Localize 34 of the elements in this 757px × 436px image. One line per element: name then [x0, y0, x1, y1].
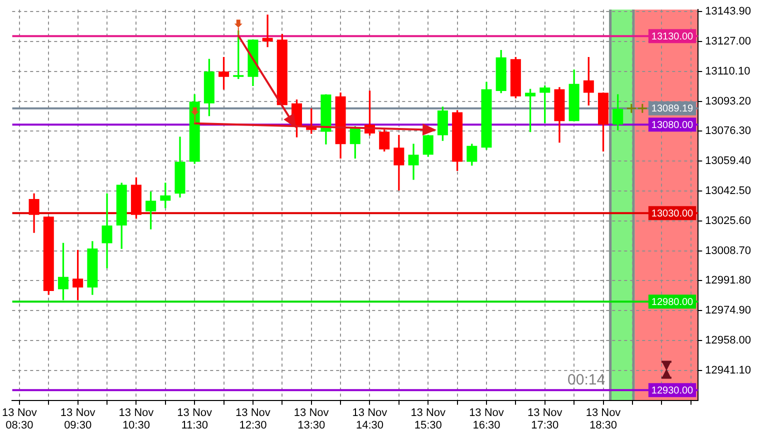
y-tick-label: 13059.40	[705, 155, 752, 168]
x-tick-label: 13 Nov 14:30	[352, 407, 388, 432]
x-tick-label: 13 Nov 16:30	[469, 407, 504, 432]
candlestick	[262, 14, 273, 48]
y-tick-label: 13076.30	[705, 125, 752, 138]
y-tick-label: 12958.00	[705, 334, 752, 347]
x-tick-label: 13 Nov 08:30	[2, 407, 38, 432]
ref-line-label: 13089.19	[651, 104, 694, 115]
x-tick-label: 13 Nov 10:30	[118, 407, 154, 432]
candlestick	[102, 193, 112, 268]
y-tick-label: 13042.50	[705, 185, 752, 198]
y-tick-label: 13110.10	[705, 65, 750, 78]
ref-line-label: 13080.00	[651, 120, 694, 131]
y-tick-label: 13093.20	[705, 95, 752, 108]
y-tick-label: 12991.80	[705, 274, 752, 287]
y-tick-label: 12974.90	[705, 304, 752, 317]
x-tick-label: 13 Nov 09:30	[60, 407, 96, 432]
x-tick-label: 13 Nov 11:30	[177, 407, 213, 432]
y-tick-label: 13025.60	[705, 214, 752, 227]
y-tick-label: 12941.10	[705, 364, 752, 376]
candlestick	[189, 94, 200, 164]
x-tick-label: 13 Nov 18:30	[586, 407, 622, 432]
y-tick-label: 13008.70	[705, 244, 752, 257]
y-tick-label: 13143.90	[705, 6, 752, 18]
x-tick-label: 13 Nov 13:30	[294, 407, 330, 432]
x-tick-label: 13 Nov 15:30	[410, 407, 446, 432]
y-tick-label: 13127.00	[705, 35, 752, 48]
ref-line-label: 13030.00	[651, 208, 694, 220]
x-tick-label: 13 Nov 12:30	[236, 407, 271, 432]
x-tick-label: 13 Nov 17:30	[527, 407, 563, 432]
ref-line-label: 13130.00	[651, 31, 694, 42]
ref-line-label: 12980.00	[651, 296, 694, 308]
ref-line-label: 12930.00	[651, 385, 694, 396]
annotation: 00:14	[568, 372, 606, 389]
